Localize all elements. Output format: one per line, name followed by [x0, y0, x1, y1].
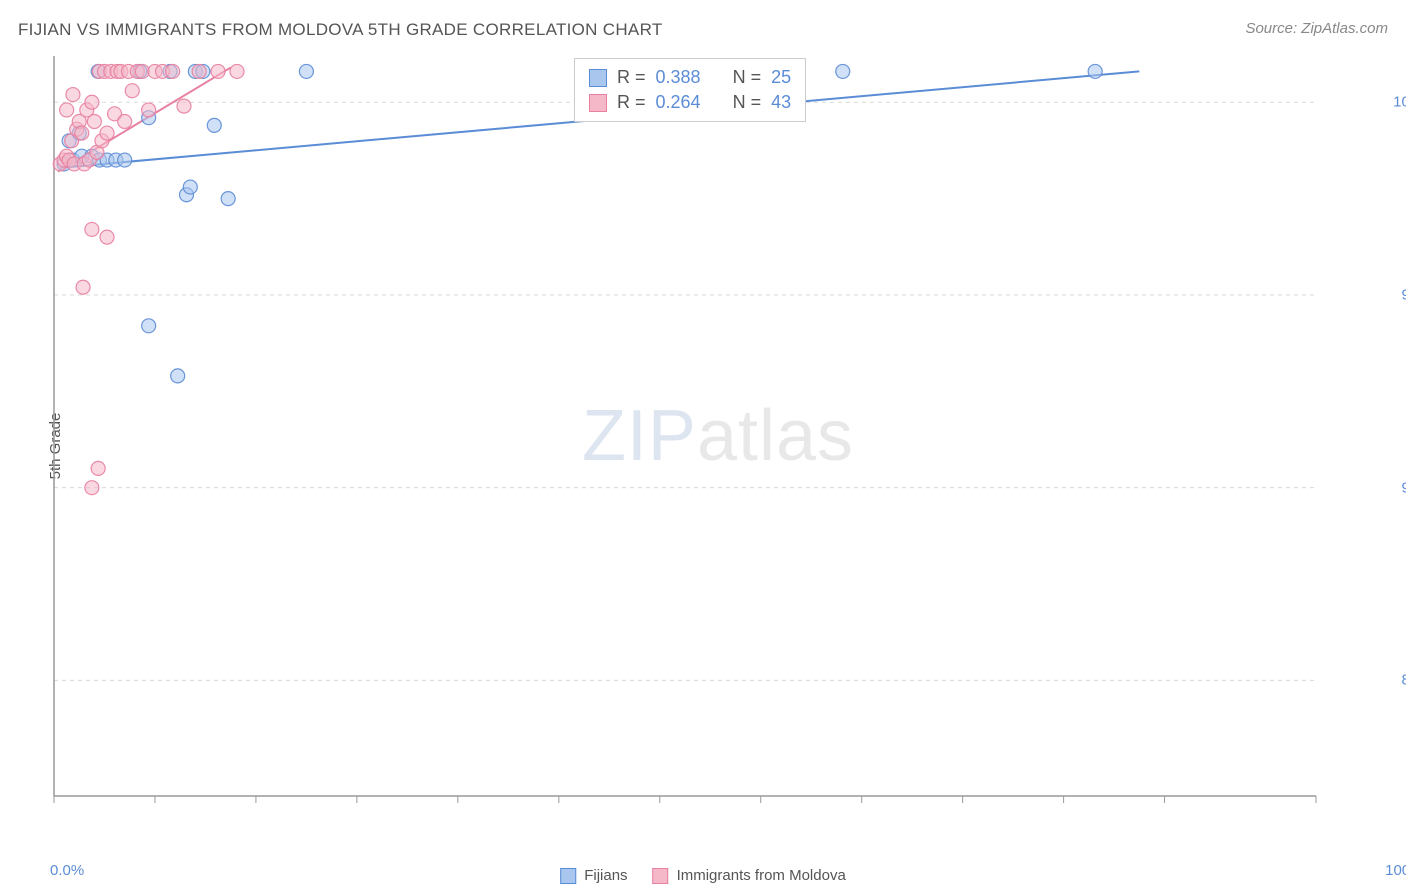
- stat-r-value-fijians: 0.388: [656, 67, 701, 88]
- bottom-legend: Fijians Immigrants from Moldova: [560, 867, 846, 884]
- chart-title: FIJIAN VS IMMIGRANTS FROM MOLDOVA 5TH GR…: [18, 20, 663, 40]
- x-tick-max: 100.0%: [1385, 862, 1406, 879]
- legend-swatch-fijians: [560, 868, 576, 884]
- stats-row-fijians: R = 0.388 N = 25: [589, 65, 791, 90]
- legend-label-fijians: Fijians: [584, 867, 627, 884]
- legend-swatch-moldova: [653, 868, 669, 884]
- y-tick-label: 90.0%: [1401, 479, 1406, 496]
- stats-row-moldova: R = 0.264 N = 43: [589, 90, 791, 115]
- stat-r-value-moldova: 0.264: [656, 92, 701, 113]
- stat-r-label: R =: [617, 92, 646, 113]
- y-tick-label: 95.0%: [1401, 286, 1406, 303]
- legend-label-moldova: Immigrants from Moldova: [677, 867, 846, 884]
- stat-n-label: N =: [733, 92, 762, 113]
- correlation-stats-box: R = 0.388 N = 25 R = 0.264 N = 43: [574, 58, 806, 122]
- swatch-fijians: [589, 69, 607, 87]
- x-tick-min: 0.0%: [50, 862, 84, 879]
- stat-n-label: N =: [733, 67, 762, 88]
- swatch-moldova: [589, 94, 607, 112]
- legend-item-fijians: Fijians: [560, 867, 627, 884]
- chart-plot-area: R = 0.388 N = 25 R = 0.264 N = 43 ZIPatl…: [50, 56, 1386, 816]
- stat-n-value-moldova: 43: [771, 92, 791, 113]
- legend-item-moldova: Immigrants from Moldova: [653, 867, 846, 884]
- y-tick-label: 85.0%: [1401, 672, 1406, 689]
- source-attribution: Source: ZipAtlas.com: [1245, 20, 1388, 37]
- stat-r-label: R =: [617, 67, 646, 88]
- y-tick-label: 100.0%: [1393, 94, 1406, 111]
- scatter-plot-svg: [50, 56, 1386, 816]
- stat-n-value-fijians: 25: [771, 67, 791, 88]
